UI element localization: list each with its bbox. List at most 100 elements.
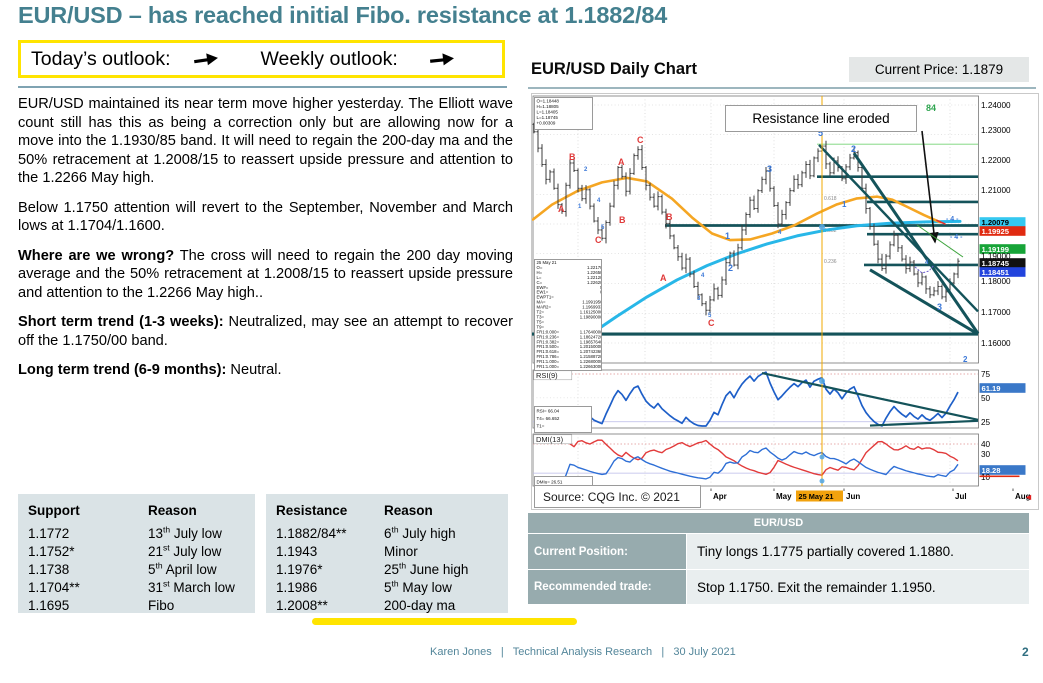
svg-text:◄: ◄ <box>1024 492 1033 502</box>
svg-text:84: 84 <box>926 103 936 113</box>
svg-text:0.382: 0.382 <box>824 228 837 234</box>
svg-text:C: C <box>637 135 644 145</box>
table-row: 1.1772 13th July low <box>28 524 222 541</box>
svg-text:A: A <box>660 273 667 283</box>
svg-text:30: 30 <box>981 450 991 459</box>
svg-text:Apr: Apr <box>713 492 727 501</box>
table-row: 1.1986 5th May low <box>276 578 452 596</box>
svg-text:4: 4 <box>925 260 929 266</box>
svg-text:5: 5 <box>708 313 712 319</box>
svg-text:A: A <box>618 157 625 167</box>
svg-text:C: C <box>708 318 715 328</box>
paragraph: Where are we wrong? The cross will need … <box>18 247 513 301</box>
svg-text:1.22000: 1.22000 <box>981 156 1011 165</box>
chart-title: EUR/USD Daily Chart <box>531 60 697 78</box>
resistance-table: Resistance Reason 1.1882/84** 6th July high… <box>266 494 508 613</box>
svg-text:1.20079: 1.20079 <box>982 218 1009 227</box>
support-table: Support Reason 1.1772 13th July low 1.1752* 2… <box>18 494 255 613</box>
svg-text:1.19925: 1.19925 <box>982 227 1010 236</box>
candlestick-chart-canvas: 0.618 0.382 0.236 B A A C B B C A C 1 2 4 5 1 2 4 3 5 3 4 5 2 1 4 3… <box>531 95 1033 502</box>
svg-text:B: B <box>619 215 626 225</box>
svg-text:4: 4 <box>778 230 782 236</box>
table-header: Support Reason <box>28 503 197 518</box>
paragraph: Long term trend (6-9 months): Neutral. <box>18 362 282 379</box>
svg-text:Jun: Jun <box>846 492 860 501</box>
paragraph: Short term trend (1-3 weeks): Neutralize… <box>18 314 513 349</box>
divider <box>18 86 507 88</box>
table-row: 1.1943 Minor <box>276 544 418 560</box>
svg-text:- 4 -: - 4 - <box>946 216 959 223</box>
annotation-label: Resistance line eroded <box>725 105 917 132</box>
table-header: Resistance Reason <box>276 503 433 518</box>
page-number: 2 <box>1022 645 1029 659</box>
svg-text:3: 3 <box>697 296 701 302</box>
svg-text:5: 5 <box>601 225 605 231</box>
svg-text:1.23000: 1.23000 <box>981 126 1011 135</box>
svg-text:2: 2 <box>851 144 856 154</box>
study-values-box: 25 May 21 O= 1.22170 H= 1.22650 L= 1.22120 C= 1.… <box>534 259 602 371</box>
svg-text:1.19199: 1.19199 <box>982 245 1009 254</box>
svg-text:40: 40 <box>981 440 991 449</box>
svg-text:0.236: 0.236 <box>824 259 837 265</box>
svg-text:25: 25 <box>981 418 991 427</box>
table-row: 1.1704** 31st March low <box>28 578 235 596</box>
paragraph: EUR/USD maintained its near term move hi… <box>18 96 513 187</box>
svg-text:1.16000: 1.16000 <box>981 339 1011 348</box>
table-row: Recommended trade: Stop 1.1750. Exit the… <box>528 570 1029 604</box>
svg-text:1.18000: 1.18000 <box>981 277 1011 286</box>
svg-text:1.24000: 1.24000 <box>981 101 1011 110</box>
paragraph: Below 1.1750 attention will revert to th… <box>18 199 513 235</box>
table-row: 1.1976* 25th June high <box>276 560 469 578</box>
svg-text:3: 3 <box>937 302 942 312</box>
recommended-trade-value: Stop 1.1750. Exit the remainder 1.1950. <box>687 570 1029 604</box>
svg-text:1: 1 <box>725 231 730 241</box>
svg-text:18.28: 18.28 <box>982 466 1001 475</box>
svg-text:1.17000: 1.17000 <box>981 308 1011 317</box>
svg-text:May: May <box>776 492 792 501</box>
position-table-header: EUR/USD <box>528 513 1029 533</box>
svg-text:DMI(13): DMI(13) <box>536 435 564 444</box>
table-row: 1.1738 5th April low <box>28 560 217 578</box>
current-price-badge: Current Price: 1.1879 <box>849 57 1029 82</box>
svg-text:A: A <box>558 204 565 214</box>
position-table: EUR/USD Current Position: Tiny longs 1.1… <box>528 513 1029 604</box>
svg-text:50: 50 <box>981 394 991 403</box>
svg-text:10: 10 <box>981 473 991 482</box>
chart-source: Source: CQG Inc. © 2021 <box>534 485 701 508</box>
current-position-value: Tiny longs 1.1775 partially covered 1.18… <box>687 534 1029 569</box>
svg-text:3: 3 <box>767 164 772 174</box>
svg-text:2: 2 <box>584 167 588 173</box>
recommended-trade-label: Recommended trade: <box>528 570 686 604</box>
table-row: 1.2008** 200-day ma <box>276 598 456 614</box>
svg-text:C: C <box>595 235 602 245</box>
weekly-outlook-label: Weekly outlook: <box>260 47 398 70</box>
svg-text:5: 5 <box>818 128 823 138</box>
svg-text:1.21000: 1.21000 <box>981 186 1011 195</box>
svg-text:2: 2 <box>728 263 733 273</box>
svg-text:1.18451: 1.18451 <box>982 268 1010 277</box>
svg-text:75: 75 <box>981 370 991 379</box>
svg-text:RSI(9): RSI(9) <box>536 371 558 380</box>
svg-text:2: 2 <box>963 355 968 364</box>
table-row: 1.1882/84** 6th July high <box>276 524 456 541</box>
analysis-text: EUR/USD maintained its near term move hi… <box>18 95 513 391</box>
svg-text:61.19: 61.19 <box>982 384 1001 393</box>
right-arrow-icon <box>429 53 454 66</box>
svg-text:1.19000: 1.19000 <box>981 252 1011 261</box>
today-outlook-label: Today’s outlook: <box>31 47 171 70</box>
divider <box>528 87 1036 89</box>
svg-text:4: 4 <box>701 273 705 279</box>
svg-text:0.618: 0.618 <box>824 196 837 202</box>
ohlc-legend-box: O=1.18448 H=1.18805 L=1.18405 L=1.18745 +0.0… <box>534 97 593 130</box>
svg-text:B: B <box>569 152 576 162</box>
table-row: 1.1752* 21st July low <box>28 542 222 560</box>
price-chart: 0.618 0.382 0.236 B A A C B B C A C 1 2 4 5 1 2 4 3 5 3 4 5 2 1 4 3… <box>531 93 1039 510</box>
svg-text:4: 4 <box>597 198 601 204</box>
svg-text:Jul: Jul <box>955 492 967 501</box>
footer-accent-bar <box>312 618 577 625</box>
svg-text:Aug: Aug <box>1015 492 1031 501</box>
table-row: 1.1695 Fibo <box>28 598 175 614</box>
svg-text:1.18745: 1.18745 <box>982 259 1010 268</box>
current-position-label: Current Position: <box>528 534 686 569</box>
footer-text: Karen Jones | Technical Analysis Researc… <box>430 646 736 658</box>
